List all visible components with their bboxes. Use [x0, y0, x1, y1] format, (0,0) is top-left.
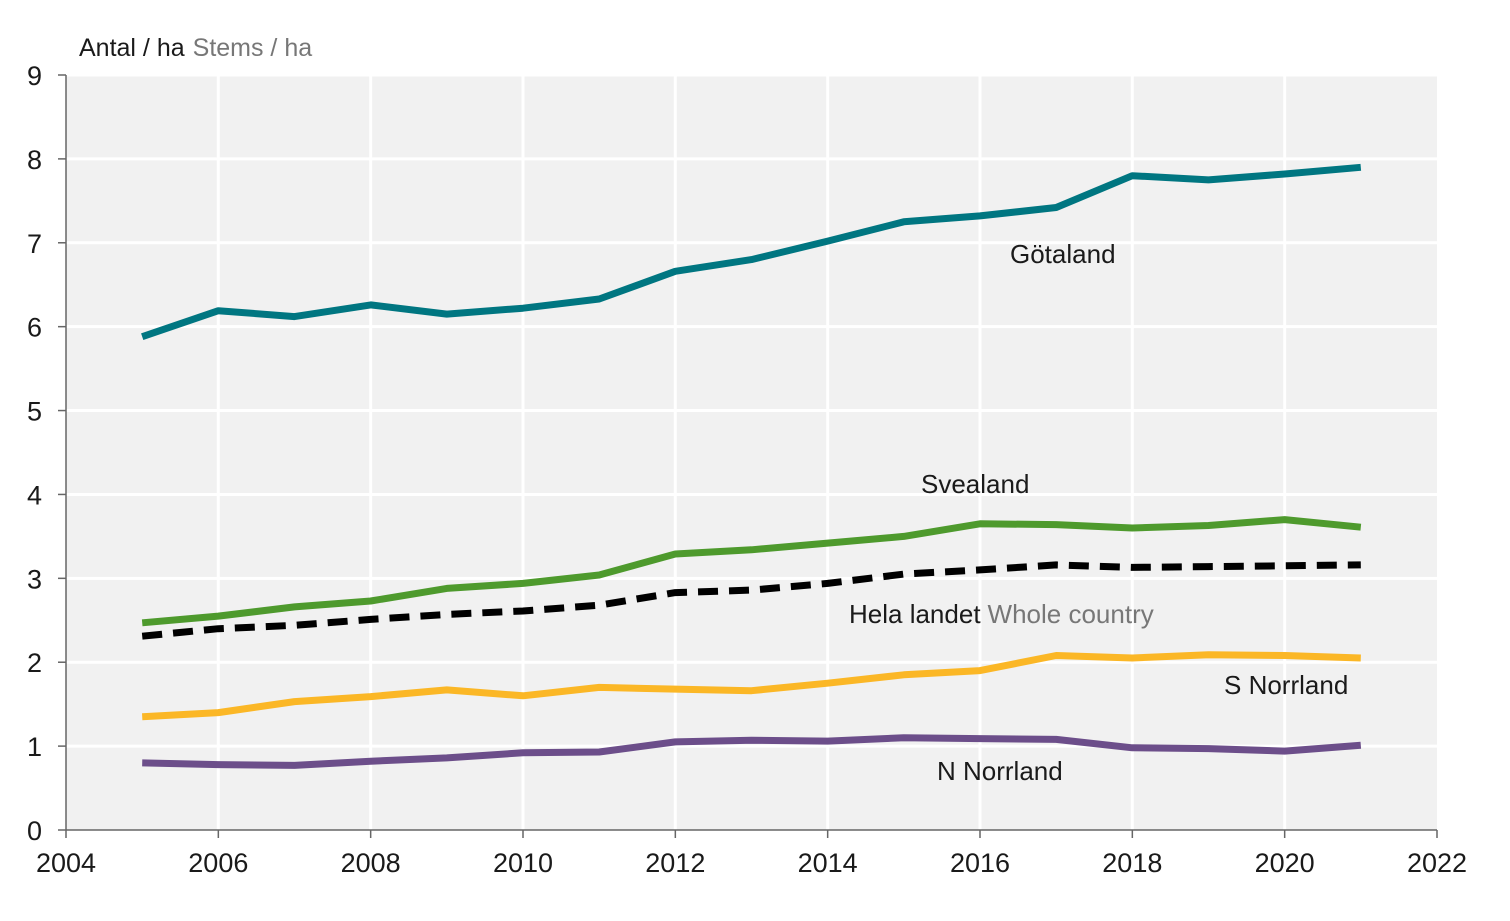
- series-label-g-taland: Götaland: [1010, 239, 1116, 269]
- y-axis-title: Antal / ha Stems / ha: [79, 34, 312, 62]
- series-line-n-norrland: [142, 734, 1362, 769]
- y-tick-label-7: 7: [27, 229, 42, 259]
- x-tick-label-2010: 2010: [493, 848, 553, 878]
- series-line-g-taland: [141, 163, 1362, 341]
- y-tick-label-9: 9: [27, 61, 42, 91]
- x-tick-label-2016: 2016: [950, 848, 1010, 878]
- plot-area: [66, 75, 1437, 830]
- series-label-svealand: Svealand: [921, 469, 1029, 499]
- vertical-gridlines: [216, 75, 1287, 830]
- series-label-name: Hela landet: [849, 599, 981, 629]
- x-axis-ticks: 2004 2006 2008 2010 2012 2014 2016 2018 2020 2022: [36, 830, 1467, 878]
- x-tick-label-2014: 2014: [798, 848, 858, 878]
- y-tick-label-4: 4: [27, 480, 42, 510]
- series-label-s-norrland: S Norrland: [1224, 670, 1348, 700]
- x-tick-label-2012: 2012: [645, 848, 705, 878]
- series-label-name: Götaland: [1010, 239, 1116, 269]
- y-axis-title-en: Stems / ha: [193, 34, 313, 62]
- series-label-name: N Norrland: [937, 756, 1063, 786]
- series-label-name: Svealand: [921, 469, 1029, 499]
- series-label-name: S Norrland: [1224, 670, 1348, 700]
- y-tick-label-1: 1: [27, 732, 42, 762]
- x-tick-label-2022: 2022: [1407, 848, 1467, 878]
- x-tick-label-2020: 2020: [1255, 848, 1315, 878]
- y-tick-label-2: 2: [27, 648, 42, 678]
- series-line-hela-landet: [141, 561, 1361, 640]
- x-tick-label-2008: 2008: [341, 848, 401, 878]
- y-tick-label-0: 0: [27, 816, 42, 846]
- series-line-s-norrland: [142, 651, 1361, 721]
- y-tick-label-6: 6: [27, 313, 42, 343]
- series-labels: Götaland Svealand Hela landet Whole country…: [849, 239, 1348, 786]
- series-label-hela-landet: Hela landet Whole country: [849, 599, 1154, 629]
- series-label-name-en: Whole country: [988, 599, 1154, 629]
- x-tick-label-2018: 2018: [1102, 848, 1162, 878]
- horizontal-gridlines: [66, 73, 1437, 748]
- y-axis-ticks: 0 1 2 3 4 5 6 7 8 9: [27, 61, 66, 846]
- x-tick-label-2004: 2004: [36, 848, 96, 878]
- y-tick-label-5: 5: [27, 397, 42, 427]
- y-axis-title-sv: Antal / ha: [79, 34, 185, 62]
- series-line-svealand: [141, 516, 1362, 627]
- x-tick-label-2006: 2006: [188, 848, 248, 878]
- series-lines: [141, 163, 1362, 769]
- series-label-n-norrland: N Norrland: [937, 756, 1063, 786]
- y-tick-label-8: 8: [27, 145, 42, 175]
- y-tick-label-3: 3: [27, 564, 42, 594]
